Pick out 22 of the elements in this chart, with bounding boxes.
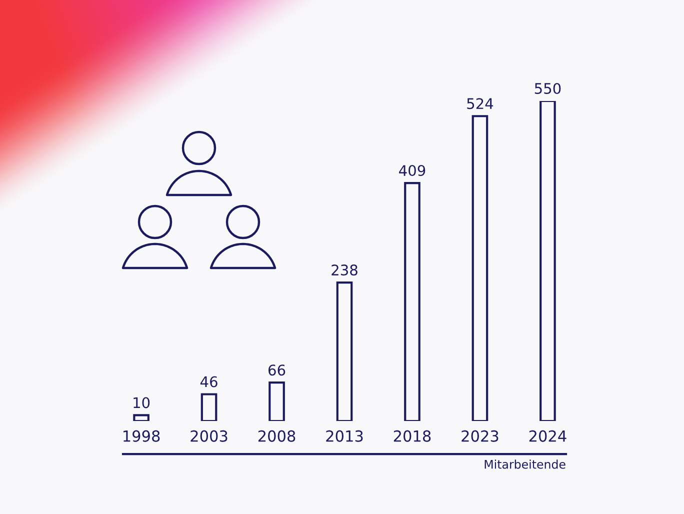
bar: [200, 393, 218, 421]
data-label: 46: [200, 376, 218, 388]
data-label: 10: [134, 397, 150, 408]
x-tick-label: 2008: [258, 430, 296, 442]
bar: [336, 281, 353, 421]
data-label: 524: [467, 98, 494, 110]
bar: [540, 101, 556, 421]
data-label: 550: [534, 82, 561, 94]
data-label: 238: [332, 264, 358, 276]
x-tick-label: 1998: [124, 430, 160, 442]
x-tick-label: 2003: [190, 430, 228, 442]
x-tick-label: 2024: [529, 430, 566, 442]
x-tick-label: 2013: [326, 430, 363, 442]
data-label: 66: [268, 364, 286, 376]
bar: [404, 182, 420, 421]
bar: [472, 115, 488, 421]
data-label: 409: [399, 165, 426, 176]
x-axis-title: Mitarbeitende: [484, 460, 566, 469]
x-tick-label: 2023: [462, 430, 498, 442]
bar: [268, 382, 285, 421]
bar: [133, 414, 150, 421]
x-tick-label: 2018: [394, 430, 431, 442]
